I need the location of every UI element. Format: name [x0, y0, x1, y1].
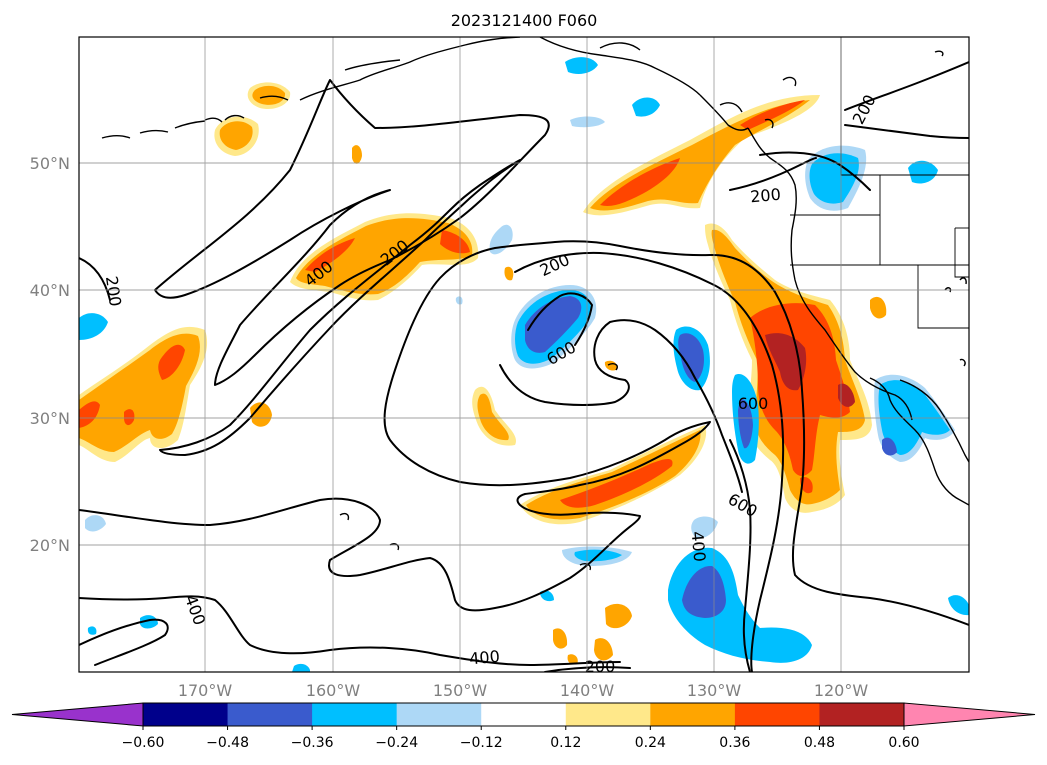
contour-label: 400	[468, 647, 500, 669]
map-title: 2023121400 F060	[451, 11, 598, 30]
lat-label: 50°N	[30, 154, 70, 173]
lon-label: 150°W	[433, 681, 488, 700]
colorbar-swatch	[396, 703, 482, 726]
colorbar-tick-label: 0.36	[719, 735, 750, 751]
lon-label: 120°W	[814, 681, 869, 700]
colorbar-swatch	[227, 703, 313, 726]
colorbar-swatch	[565, 703, 651, 726]
colorbar-extend-max	[903, 702, 1036, 727]
contour-label: 400	[688, 530, 710, 562]
lon-label: 170°W	[178, 681, 233, 700]
lat-label: 30°N	[30, 409, 70, 428]
colorbar-tick-label: 0.60	[888, 735, 919, 751]
contour-label: 600	[738, 394, 769, 413]
colorbar-tick-label: −0.24	[375, 735, 418, 751]
colorbar-tick-label: 0.12	[550, 735, 581, 751]
longitude-labels: 170°W 160°W 150°W 140°W 130°W 120°W	[178, 681, 869, 700]
height-contours	[79, 61, 969, 672]
colorbar-swatch	[650, 703, 736, 726]
colorbar-swatch	[143, 703, 229, 726]
map-frame	[78, 36, 970, 673]
lat-label: 20°N	[30, 536, 70, 555]
latitude-labels: 50°N 40°N 30°N 20°N	[30, 154, 70, 555]
colorbar-tick-label: −0.48	[206, 735, 249, 751]
colorbar-tick-label: −0.60	[122, 735, 165, 751]
colorbar-extend-min	[11, 702, 144, 727]
colorbar-tick-label: 0.48	[804, 735, 835, 751]
graticule	[79, 37, 969, 672]
positive-anomaly-fills	[79, 82, 887, 665]
lon-label: 130°W	[687, 681, 742, 700]
colorbar-tick-label: 0.24	[635, 735, 666, 751]
coastlines	[101, 37, 969, 571]
colorbar-frame	[142, 702, 905, 727]
colorbar: −0.60 −0.48 −0.36 −0.24 −0.12 0.12 0.24 0.36 0.4…	[11, 702, 1036, 751]
colorbar-swatch	[734, 703, 820, 726]
colorbar-tick-label: −0.12	[460, 735, 503, 751]
contour-label: 200	[585, 657, 616, 676]
colorbar-swatch	[481, 703, 567, 726]
colorbar-swatch	[312, 703, 398, 726]
lat-label: 40°N	[30, 281, 70, 300]
colorbar-swatch	[819, 703, 905, 726]
negative-anomaly-fills	[79, 57, 969, 672]
lon-label: 140°W	[560, 681, 615, 700]
map-area: 200 200 200 200 200 200 400 400 400 400 …	[79, 37, 969, 676]
contour-label: 200	[749, 185, 781, 207]
contour-label: 200	[102, 275, 125, 308]
colorbar-tick-label: −0.36	[291, 735, 334, 751]
lon-label: 160°W	[306, 681, 361, 700]
